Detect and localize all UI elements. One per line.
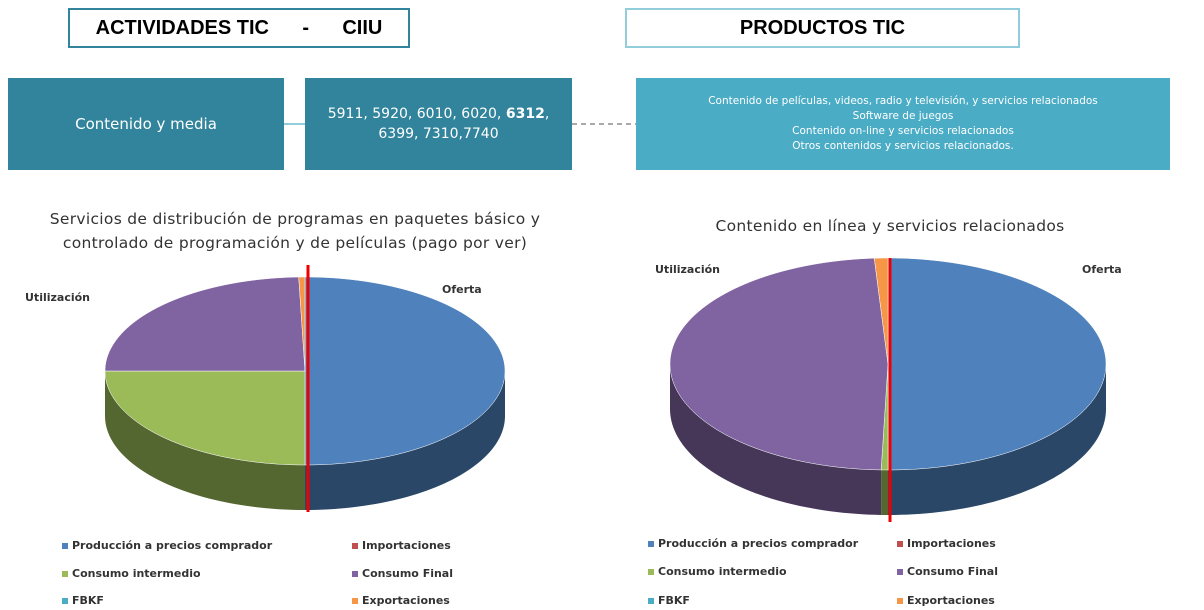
pie-slice [104,276,306,372]
products-box: Contenido de películas, videos, radio y … [636,78,1170,170]
legend-swatch [897,569,903,575]
legend-swatch [648,541,654,547]
legend-swatch [62,598,68,604]
legend-label: Exportaciones [362,594,450,607]
legend-label: FBKF [658,594,690,607]
right-title: PRODUCTOS TIC [625,8,1020,48]
pie-slice [887,257,1107,471]
codes: 5911, 5920, 6010, 6020, 6312, 6399, 7310… [314,104,564,144]
legend-label: Consumo Final [362,567,453,580]
legend-swatch [62,543,68,549]
annotation: Oferta [1082,263,1122,276]
codes-bold: 6312 [505,106,545,122]
legend-swatch [897,541,903,547]
codes-box: 5911, 5920, 6010, 6020, 6312, 6399, 7310… [305,78,572,170]
chart-title: Contenido en línea y servicios relaciona… [715,217,1065,235]
legend-label: Importaciones [362,539,451,552]
pie-side [888,364,1106,515]
annotation: Utilización [655,263,720,276]
legend-label: Producción a precios comprador [72,539,273,552]
legend-swatch [352,598,358,604]
legend-swatch [352,571,358,577]
chart-title: Servicios de distribución de programas e… [49,210,541,252]
product: Otros contenidos y servicios relacionado… [792,140,1014,152]
pie-side [305,371,505,510]
legend-swatch [897,598,903,604]
legend-label: Consumo Final [907,565,998,578]
pie-side [105,371,305,510]
legend-label: Exportaciones [907,594,995,607]
codes-text: 5911, 5920, 6010, 6020, [327,106,506,122]
legend-swatch [62,571,68,577]
legend-label: FBKF [72,594,104,607]
legend-swatch [648,569,654,575]
annotation: Utilización [25,291,90,304]
activity-box: Contenido y media [8,78,284,170]
left-title: ACTIVIDADES TIC - CIIU [68,8,410,48]
legend-swatch [648,598,654,604]
product: Software de juegos [852,110,954,122]
legend-label: Consumo intermedio [72,567,201,580]
product: Contenido on-line y servicios relacionad… [792,125,1014,137]
legend-swatch [352,543,358,549]
pie-slice [669,257,889,471]
activity: Contenido y media [75,115,217,133]
pie-slice [874,257,889,365]
annotation: Oferta [442,283,482,296]
legend-label: Consumo intermedio [658,565,787,578]
pie-side [670,364,882,515]
legend-label: Importaciones [907,537,996,550]
pie-slice [104,370,306,466]
pie-side [881,469,888,515]
pie-slice [298,276,306,372]
legend-label: Producción a precios comprador [658,537,859,550]
product: Contenido de películas, videos, radio y … [708,95,1098,107]
codes-text: , 6399, 7310,7740 [378,106,550,142]
pie-slice [304,276,506,466]
